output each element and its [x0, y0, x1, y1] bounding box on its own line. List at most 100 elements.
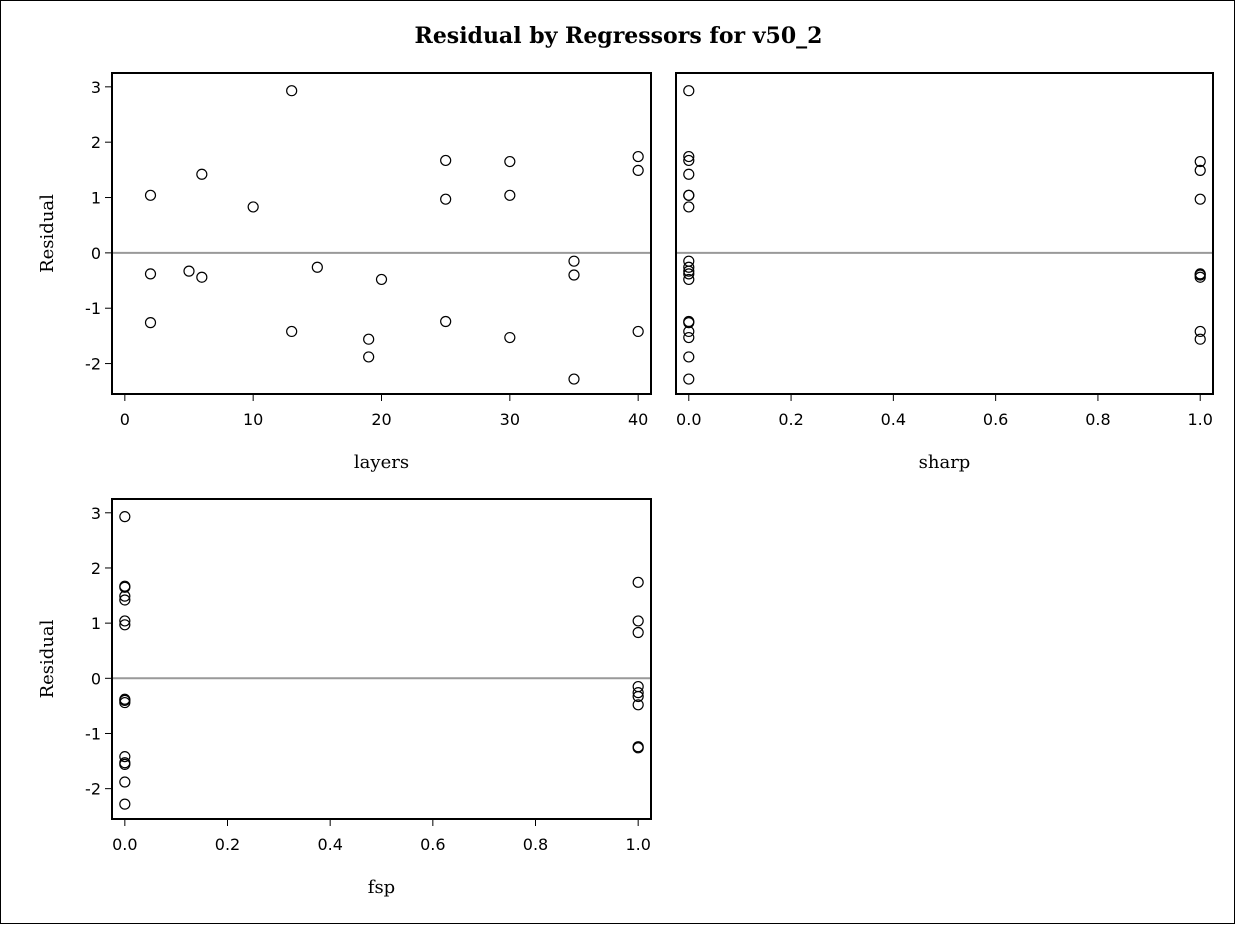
data-point — [683, 351, 695, 363]
data-point — [632, 680, 644, 693]
data-point — [363, 333, 375, 345]
x-tick-label: 1.0 — [625, 835, 650, 854]
x-tick-label: 0 — [120, 410, 130, 429]
data-point — [504, 189, 516, 201]
panel-2: 0.0 0.2 0.4 0.6 0.8 1.0 sharp — [675, 72, 1214, 473]
x-tick-label: 0.2 — [215, 835, 240, 854]
x-tick-label: 0.4 — [317, 835, 342, 854]
y-tick-label: 0 — [91, 669, 101, 688]
panel-3: 0.0 0.2 0.4 0.6 0.8 1.0 3 2 1 0 -1 -2 fsp Residual — [37, 498, 652, 898]
data-point — [683, 317, 695, 329]
data-point — [119, 751, 131, 763]
data-point — [632, 687, 644, 699]
y-axis-label: Residual — [37, 194, 58, 273]
x-axis-label: sharp — [919, 452, 971, 473]
x-tick-label: 0.6 — [420, 835, 445, 854]
data-point — [196, 168, 208, 180]
x-tick-label: 0.2 — [778, 410, 803, 429]
x-tick-label: 0.4 — [881, 410, 906, 429]
data-point — [1194, 271, 1206, 283]
data-point — [119, 594, 131, 606]
data-point — [568, 373, 580, 385]
data-point — [144, 268, 157, 280]
data-point — [196, 271, 208, 283]
y-axis-label: Residual — [37, 619, 58, 698]
data-point — [632, 150, 644, 163]
data-point — [363, 351, 375, 363]
data-point — [1194, 155, 1206, 168]
data-point — [632, 742, 644, 754]
y-tick-label: -1 — [85, 724, 101, 743]
y-tick-label: 1 — [91, 614, 101, 633]
data-point — [683, 268, 695, 280]
data-point — [1194, 325, 1206, 338]
plot-frame — [111, 498, 652, 820]
y-tick-label: 1 — [91, 189, 101, 208]
data-point — [632, 699, 644, 711]
data-point — [119, 511, 131, 523]
x-axis-label: layers — [354, 452, 409, 473]
data-point — [683, 150, 695, 163]
data-point — [632, 576, 644, 588]
data-point — [286, 85, 298, 97]
data-point — [1194, 333, 1206, 345]
data-point — [144, 317, 157, 329]
data-point — [568, 255, 580, 267]
x-tick-label: 0.6 — [983, 410, 1008, 429]
y-tick-label: -2 — [85, 780, 101, 799]
data-point — [375, 273, 388, 286]
x-tick-label: 0.8 — [1085, 410, 1110, 429]
data-point — [683, 201, 695, 213]
y-tick-label: -1 — [85, 299, 101, 318]
data-point — [568, 269, 580, 281]
data-point — [683, 154, 695, 167]
data-point — [144, 189, 157, 201]
data-point — [440, 315, 452, 328]
data-point — [119, 619, 131, 631]
x-tick-label: 0.8 — [523, 835, 548, 854]
y-tick-label: 0 — [91, 244, 101, 263]
x-tick-label: 10 — [243, 410, 263, 429]
y-tick-label: 3 — [91, 504, 101, 523]
data-point — [119, 776, 131, 788]
data-point — [632, 615, 644, 627]
data-point — [247, 201, 259, 213]
data-point — [683, 189, 695, 201]
x-tick-label: 1.0 — [1187, 410, 1212, 429]
plot-frame — [111, 72, 652, 395]
data-point — [683, 168, 695, 180]
plot-frame — [675, 72, 1214, 395]
data-point — [311, 261, 323, 273]
data-point — [119, 581, 131, 593]
data-point — [632, 325, 644, 338]
data-point — [504, 155, 516, 168]
data-point — [119, 590, 131, 602]
x-tick-label: 40 — [628, 410, 648, 429]
data-point — [632, 626, 644, 639]
data-point — [504, 331, 516, 344]
x-tick-label: 0.0 — [676, 410, 701, 429]
data-point — [683, 331, 695, 344]
data-point — [632, 690, 644, 703]
data-point — [683, 261, 695, 273]
data-point — [119, 798, 131, 810]
data-point — [683, 255, 695, 267]
data-point — [183, 265, 195, 277]
data-point — [1194, 164, 1206, 177]
x-axis-label: fsp — [368, 877, 395, 898]
chart-title: Residual by Regressors for v50_2 — [414, 23, 823, 49]
data-point — [632, 164, 644, 177]
data-point — [683, 265, 695, 277]
data-point — [119, 696, 131, 709]
data-point — [286, 325, 298, 338]
x-tick-label: 0.0 — [112, 835, 137, 854]
data-point — [683, 325, 695, 338]
data-point — [1194, 193, 1206, 205]
data-point — [440, 193, 452, 205]
data-point — [119, 758, 131, 770]
y-tick-label: 3 — [91, 78, 101, 97]
x-tick-label: 20 — [371, 410, 391, 429]
